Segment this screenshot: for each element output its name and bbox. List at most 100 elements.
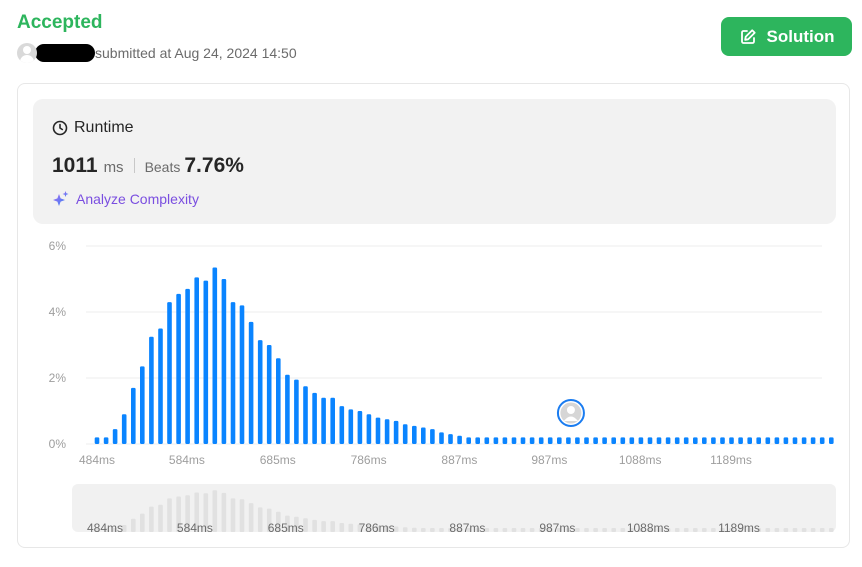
runtime-bar[interactable] [629, 437, 635, 444]
runtime-bar[interactable] [538, 437, 544, 444]
runtime-bar[interactable] [375, 417, 381, 444]
runtime-bar[interactable] [330, 397, 335, 444]
runtime-bar[interactable] [747, 437, 752, 444]
runtime-bar[interactable] [711, 437, 716, 444]
solution-button[interactable]: Solution [721, 17, 852, 56]
chart-overview-background[interactable] [72, 484, 836, 532]
runtime-bar[interactable] [421, 427, 426, 445]
runtime-bar[interactable] [303, 386, 308, 445]
runtime-bar[interactable] [402, 424, 408, 444]
runtime-bar[interactable] [756, 437, 761, 444]
runtime-bar[interactable] [810, 437, 816, 444]
runtime-bar[interactable] [674, 437, 680, 444]
runtime-bar[interactable] [801, 437, 807, 444]
runtime-value-row: 1011 ms Beats 7.76% [52, 154, 244, 178]
runtime-bar[interactable] [448, 434, 453, 444]
runtime-bar[interactable] [566, 437, 571, 444]
runtime-bar[interactable] [103, 437, 109, 444]
runtime-bar[interactable] [529, 437, 535, 444]
runtime-bar[interactable] [230, 302, 236, 444]
runtime-bar[interactable] [185, 288, 190, 444]
runtime-bar[interactable] [774, 437, 780, 444]
runtime-bar[interactable] [557, 437, 562, 444]
runtime-bar[interactable] [720, 437, 725, 444]
runtime-bar[interactable] [285, 374, 290, 444]
runtime-bar[interactable] [276, 358, 281, 444]
sparkle-icon [53, 191, 69, 206]
runtime-bar[interactable] [357, 411, 363, 444]
runtime-bar[interactable] [94, 437, 100, 444]
runtime-bar[interactable] [466, 437, 471, 444]
runtime-bar[interactable] [221, 279, 227, 444]
runtime-bar[interactable] [248, 321, 254, 444]
runtime-bar[interactable] [439, 432, 444, 444]
runtime-bar[interactable] [176, 293, 181, 444]
runtime-bar[interactable] [493, 437, 499, 444]
runtime-bar[interactable] [321, 397, 326, 444]
runtime-bar[interactable] [547, 437, 553, 444]
runtime-bar[interactable] [167, 302, 172, 444]
clock-icon [52, 120, 68, 136]
runtime-bar[interactable] [656, 437, 662, 444]
runtime-bar[interactable] [149, 336, 154, 445]
submission-status: Accepted [17, 12, 103, 33]
runtime-stat-box[interactable]: Runtime 1011 ms Beats 7.76% Analyze Comp… [33, 99, 836, 224]
runtime-bar[interactable] [638, 437, 644, 444]
runtime-bar[interactable] [366, 414, 372, 444]
runtime-bar[interactable] [158, 328, 163, 445]
runtime-bar[interactable] [112, 429, 118, 444]
beats-value: 7.76% [184, 154, 244, 177]
runtime-bar[interactable] [593, 437, 598, 444]
submitted-text: submitted at Aug 24, 2024 14:50 [95, 45, 297, 61]
runtime-bar[interactable] [602, 437, 607, 444]
runtime-bar[interactable] [393, 420, 399, 444]
runtime-bar[interactable] [266, 345, 272, 444]
runtime-bar[interactable] [729, 437, 734, 444]
runtime-bar[interactable] [511, 437, 517, 444]
runtime-title: Runtime [52, 119, 134, 137]
runtime-bar[interactable] [348, 409, 354, 444]
runtime-bar[interactable] [520, 437, 526, 444]
submission-info: submitted at Aug 24, 2024 14:50 [17, 43, 297, 63]
runtime-bar[interactable] [783, 437, 789, 444]
runtime-bar[interactable] [239, 305, 245, 444]
runtime-bar[interactable] [312, 392, 317, 444]
runtime-bar[interactable] [575, 437, 580, 444]
runtime-bar[interactable] [647, 437, 653, 444]
runtime-bar[interactable] [829, 437, 834, 444]
user-runtime-marker[interactable] [556, 399, 585, 427]
runtime-bar[interactable] [203, 280, 209, 444]
runtime-bar[interactable] [131, 387, 136, 444]
runtime-bar[interactable] [765, 437, 771, 444]
runtime-value: 1011 [52, 154, 98, 177]
runtime-bar[interactable] [121, 414, 127, 444]
runtime-bar[interactable] [702, 437, 707, 444]
runtime-bar[interactable] [430, 429, 435, 444]
analyze-complexity-link[interactable]: Analyze Complexity [52, 190, 199, 208]
runtime-bar[interactable] [475, 437, 480, 444]
runtime-bar[interactable] [384, 419, 390, 445]
runtime-bar[interactable] [502, 437, 508, 444]
runtime-bar[interactable] [792, 437, 798, 444]
runtime-bar[interactable] [212, 267, 218, 445]
runtime-bar[interactable] [620, 437, 626, 444]
runtime-bar[interactable] [457, 435, 462, 445]
runtime-bar[interactable] [294, 379, 299, 444]
runtime-bar[interactable] [194, 277, 199, 444]
runtime-bar[interactable] [819, 437, 825, 444]
runtime-bar[interactable] [738, 437, 743, 444]
divider [133, 158, 135, 173]
runtime-unit: ms [103, 159, 124, 176]
runtime-bar[interactable] [257, 340, 263, 444]
runtime-bar[interactable] [484, 437, 490, 444]
runtime-bar[interactable] [693, 437, 698, 444]
runtime-bar[interactable] [339, 406, 345, 444]
runtime-bar[interactable] [412, 425, 417, 444]
avatar[interactable] [17, 43, 37, 63]
runtime-bar[interactable] [665, 437, 671, 444]
runtime-bar[interactable] [611, 437, 616, 444]
runtime-bar[interactable] [584, 437, 589, 444]
runtime-bar[interactable] [140, 366, 145, 444]
runtime-bar[interactable] [683, 437, 689, 444]
runtime-card: Runtime 1011 ms Beats 7.76% Analyze Comp… [17, 83, 850, 548]
